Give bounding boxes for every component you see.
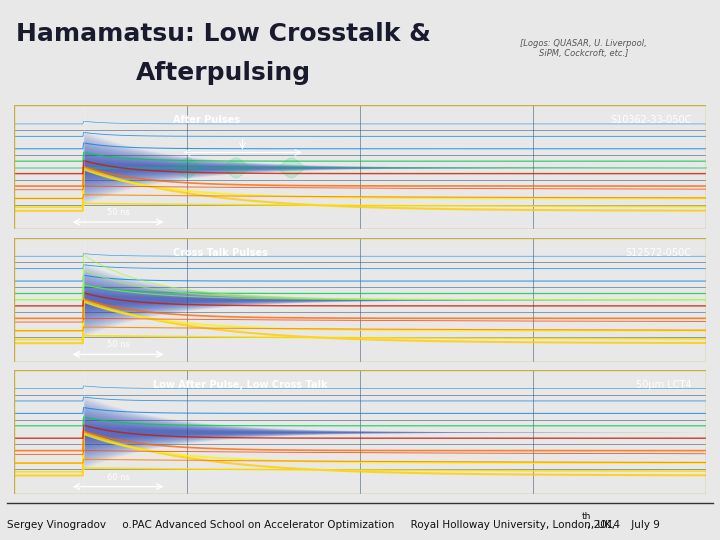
Text: Hamamatsu: Low Crosstalk &: Hamamatsu: Low Crosstalk & xyxy=(16,22,431,46)
Text: 50 ns: 50 ns xyxy=(107,340,130,349)
Text: Cross Talk Pulses: Cross Talk Pulses xyxy=(174,247,269,258)
Text: Low After Pulse, Low Cross Talk: Low After Pulse, Low Cross Talk xyxy=(153,380,328,390)
Text: Afterpulsing: Afterpulsing xyxy=(135,61,311,85)
Text: th: th xyxy=(582,512,591,521)
Text: Sergey Vinogradov     o.PAC Advanced School on Accelerator Optimization     Roya: Sergey Vinogradov o.PAC Advanced School … xyxy=(7,520,660,530)
Text: [Logos: QUASAR, U. Liverpool,
SiPM, Cockcroft, etc.]: [Logos: QUASAR, U. Liverpool, SiPM, Cock… xyxy=(520,39,647,58)
Text: S10362-33-050C: S10362-33-050C xyxy=(611,115,692,125)
Text: S12572-050C: S12572-050C xyxy=(626,247,692,258)
Text: , 2014: , 2014 xyxy=(587,520,620,530)
Text: 50μm LCT4: 50μm LCT4 xyxy=(636,380,692,390)
Text: 50 ns: 50 ns xyxy=(107,208,130,217)
Text: After Pulses: After Pulses xyxy=(174,115,240,125)
Text: 60 ns: 60 ns xyxy=(107,472,130,482)
